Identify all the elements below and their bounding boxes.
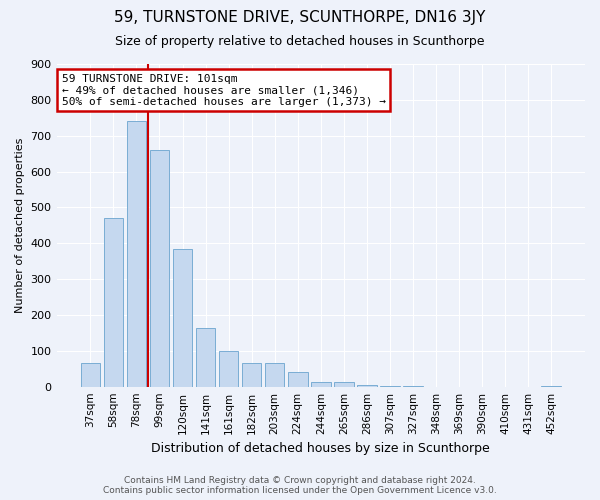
Bar bbox=[288, 372, 308, 386]
Text: Contains HM Land Registry data © Crown copyright and database right 2024.
Contai: Contains HM Land Registry data © Crown c… bbox=[103, 476, 497, 495]
Bar bbox=[334, 382, 353, 386]
Bar bbox=[265, 364, 284, 386]
Bar bbox=[311, 382, 331, 386]
Bar bbox=[104, 218, 123, 386]
Bar bbox=[357, 385, 377, 386]
X-axis label: Distribution of detached houses by size in Scunthorpe: Distribution of detached houses by size … bbox=[151, 442, 490, 455]
Bar bbox=[80, 362, 100, 386]
Bar bbox=[127, 122, 146, 386]
Bar bbox=[149, 150, 169, 386]
Bar bbox=[173, 248, 193, 386]
Bar bbox=[242, 364, 262, 386]
Text: Size of property relative to detached houses in Scunthorpe: Size of property relative to detached ho… bbox=[115, 35, 485, 48]
Bar bbox=[196, 328, 215, 386]
Text: 59 TURNSTONE DRIVE: 101sqm
← 49% of detached houses are smaller (1,346)
50% of s: 59 TURNSTONE DRIVE: 101sqm ← 49% of deta… bbox=[62, 74, 386, 107]
Y-axis label: Number of detached properties: Number of detached properties bbox=[15, 138, 25, 313]
Text: 59, TURNSTONE DRIVE, SCUNTHORPE, DN16 3JY: 59, TURNSTONE DRIVE, SCUNTHORPE, DN16 3J… bbox=[115, 10, 485, 25]
Bar bbox=[219, 351, 238, 386]
